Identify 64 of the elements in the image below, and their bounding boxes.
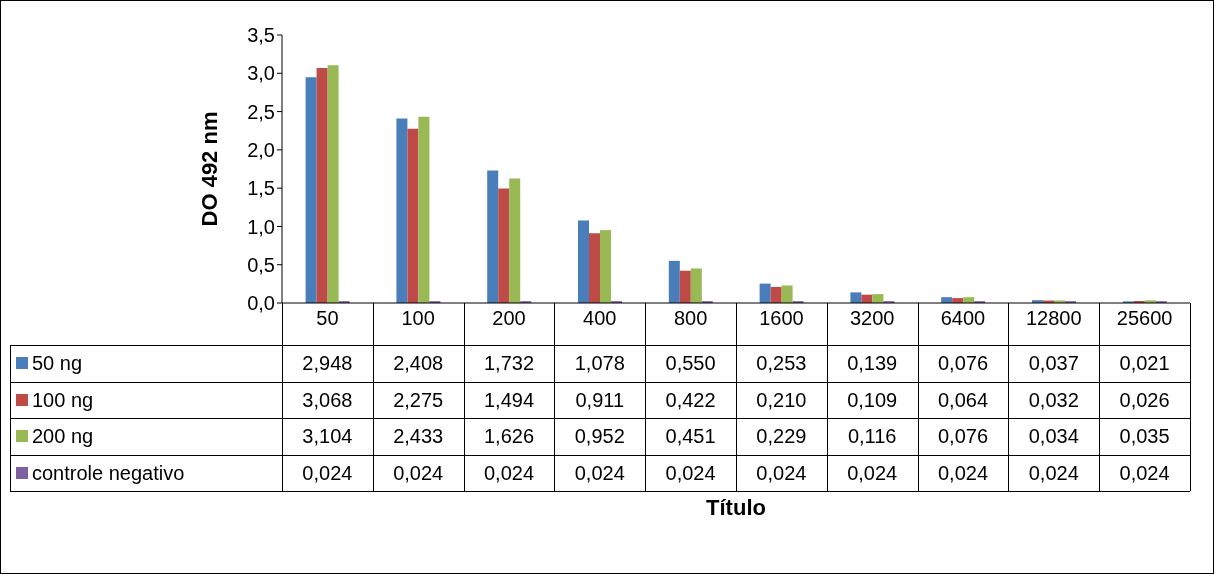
y-tick-label: 3,5 xyxy=(247,24,275,47)
data-label: 0,021 xyxy=(1118,351,1171,376)
text: Título xyxy=(705,495,767,521)
x-tick-label: 3200 xyxy=(849,307,895,330)
data-label: 2,433 xyxy=(392,424,445,449)
data-label: 0,024 xyxy=(936,460,989,486)
x-tick-label: 6400 xyxy=(940,307,986,330)
x-tick-label: 1600 xyxy=(759,307,804,330)
x-tick-label: 100 xyxy=(401,307,435,330)
data-label: 0,116 xyxy=(846,424,898,449)
data-label: 0,024 xyxy=(301,460,354,486)
x-tick-label: 50 xyxy=(316,307,339,330)
legend-label: 50 ng xyxy=(32,351,83,376)
data-label: 3,068 xyxy=(301,387,354,413)
data-label: 0,034 xyxy=(1027,424,1080,449)
data-label: 3,104 xyxy=(301,424,354,449)
data-label: 0,422 xyxy=(664,387,717,413)
data-label: 0,451 xyxy=(664,424,717,449)
y-tick-label: 2,0 xyxy=(247,138,275,161)
data-label: 0,024 xyxy=(755,460,808,486)
data-label: 0,035 xyxy=(1118,424,1171,449)
x-tick-label: 12800 xyxy=(1025,307,1082,330)
data-label: 2,275 xyxy=(392,387,445,413)
legend-label: controle negativo xyxy=(32,460,185,486)
data-label: 0,037 xyxy=(1027,351,1080,376)
y-tick-label: 0,5 xyxy=(247,253,275,276)
data-label: 1,626 xyxy=(482,424,535,449)
data-label: 2,948 xyxy=(301,351,354,376)
data-label: 0,032 xyxy=(1027,387,1080,413)
x-tick-label: 25600 xyxy=(1116,307,1173,330)
data-label: 1,732 xyxy=(482,351,535,376)
data-label: 0,076 xyxy=(936,424,989,449)
data-label: 0,026 xyxy=(1118,387,1171,413)
data-label: 0,024 xyxy=(1118,460,1171,486)
data-label: 1,494 xyxy=(482,387,535,413)
data-label: 0,139 xyxy=(846,351,899,376)
y-tick-label: 1,0 xyxy=(247,215,275,238)
y-tick-label: 3,0 xyxy=(247,62,275,85)
y-tick-label: 0,0 xyxy=(247,292,275,315)
data-label: 0,024 xyxy=(573,460,626,486)
y-tick-label: 1,5 xyxy=(247,177,275,200)
data-label: 0,952 xyxy=(573,424,626,449)
data-label: 0,253 xyxy=(755,351,808,376)
data-label: 1,078 xyxy=(573,351,626,376)
data-label: 0,064 xyxy=(936,387,989,413)
data-label: 2,408 xyxy=(392,351,445,376)
x-tick-label: 800 xyxy=(673,307,708,330)
x-tick-label: 200 xyxy=(492,307,526,330)
legend-label: 200 ng xyxy=(32,424,94,449)
data-label: 0,024 xyxy=(482,460,535,486)
data-label: 0,024 xyxy=(664,460,717,486)
legend-label: 100 ng xyxy=(32,387,94,413)
y-axis-title: DO 492 nm xyxy=(197,111,223,227)
data-label: 0,109 xyxy=(846,387,899,413)
data-label: 0,911 xyxy=(574,387,626,413)
x-tick-label: 400 xyxy=(583,307,617,330)
data-label: 0,024 xyxy=(1027,460,1080,486)
data-label: 0,229 xyxy=(755,424,808,449)
y-tick-label: 2,5 xyxy=(247,100,275,123)
data-label: 0,550 xyxy=(664,351,717,376)
data-label: 0,076 xyxy=(936,351,989,376)
data-label: 0,024 xyxy=(846,460,899,486)
data-label: 0,210 xyxy=(755,387,808,413)
data-label: 0,024 xyxy=(392,460,445,486)
